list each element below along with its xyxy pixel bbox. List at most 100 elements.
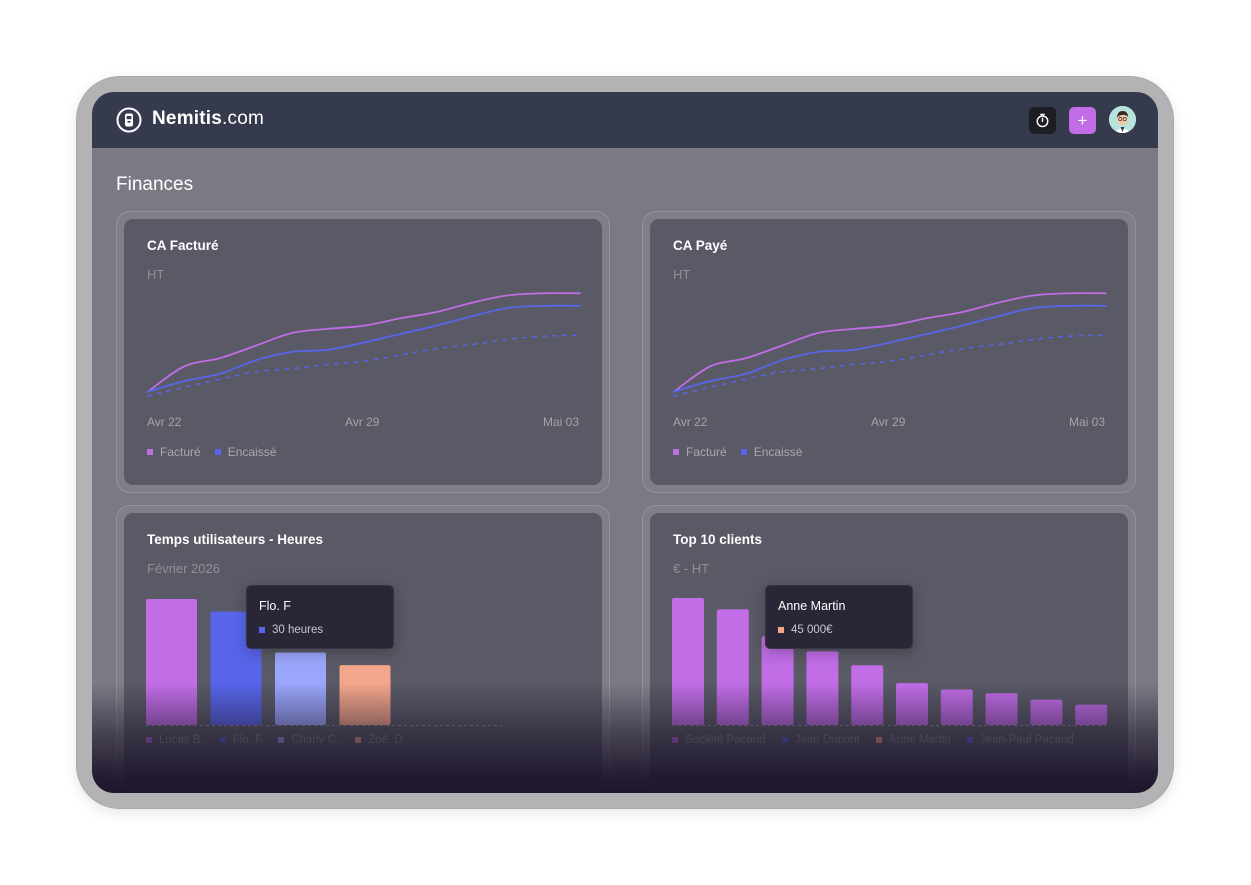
chart-legend: Lucas B. Flo. F Charly C. Zoé. D xyxy=(146,734,403,746)
legend-item-lucas[interactable]: Lucas B. xyxy=(146,734,204,746)
legend-swatch xyxy=(219,737,226,743)
legend-label: Jean Dupont xyxy=(794,734,860,746)
tooltip-value: 30 heures xyxy=(259,624,323,636)
x-tick-label: Avr 29 xyxy=(344,415,380,429)
ca-paye-line-chart[interactable] xyxy=(670,281,1110,406)
temps-card-frame: Temps utilisateurs - Heures Février 2026… xyxy=(116,505,610,793)
legend-item-jean-paul-pacaud[interactable]: Jean-Paul Pacaud xyxy=(966,734,1074,746)
brand-light: .com xyxy=(222,108,265,129)
bar[interactable] xyxy=(275,652,326,725)
bar[interactable] xyxy=(1030,699,1063,725)
chart-tooltip: Flo. F 30 heures xyxy=(246,585,394,649)
ca-paye-card-frame: CA Payé HT Avr 22 Avr 29 Mai 03 Facturé … xyxy=(642,211,1136,493)
bar[interactable] xyxy=(339,665,391,725)
bar[interactable] xyxy=(716,609,749,725)
card-title: Temps utilisateurs - Heures xyxy=(147,532,324,547)
card-title: CA Facturé xyxy=(147,238,219,253)
series-line-1[interactable] xyxy=(673,292,1107,393)
legend-item-encaisse[interactable]: Encaissé xyxy=(740,445,802,459)
chart-legend: Facturé Encaissé xyxy=(673,445,802,459)
avatar-illustration xyxy=(1109,106,1136,133)
user-avatar[interactable] xyxy=(1109,106,1136,133)
series-line-2[interactable] xyxy=(147,304,581,393)
legend-item-facture[interactable]: Facturé xyxy=(673,445,727,459)
tooltip-swatch xyxy=(259,627,265,633)
legend-swatch xyxy=(875,737,882,743)
robot-logo-icon[interactable] xyxy=(116,107,142,133)
card-subtitle: HT xyxy=(673,267,691,282)
legend-item-anne-martin[interactable]: Anne Martin xyxy=(875,734,951,746)
legend-swatch xyxy=(781,737,788,743)
bar[interactable] xyxy=(985,693,1018,725)
tooltip-value-text: 45 000€ xyxy=(791,624,833,636)
legend-label: Jean-Paul Pacaud xyxy=(979,734,1074,746)
bar[interactable] xyxy=(1075,704,1108,725)
bar[interactable] xyxy=(896,683,928,725)
x-axis-labels: Avr 22 Avr 29 Mai 03 xyxy=(147,415,579,429)
legend-label: Zoé. D xyxy=(368,734,403,746)
legend-swatch xyxy=(214,449,221,455)
temps-card: Temps utilisateurs - Heures Février 2026… xyxy=(124,513,602,793)
tooltip-title: Flo. F xyxy=(259,599,291,613)
trend-line[interactable] xyxy=(147,334,581,397)
legend-item-encaisse[interactable]: Encaissé xyxy=(214,445,277,459)
legend-item-facture[interactable]: Facturé xyxy=(147,445,201,459)
bar[interactable] xyxy=(761,636,794,725)
ca-facture-card: CA Facturé HT Avr 22 Avr 29 Mai 03 Factu… xyxy=(124,219,602,485)
series-line-1[interactable] xyxy=(147,292,581,393)
timer-button[interactable] xyxy=(1029,107,1056,134)
legend-item-zoe[interactable]: Zoé. D xyxy=(355,734,403,746)
legend-swatch xyxy=(672,737,678,743)
x-tick-label: Mai 03 xyxy=(542,415,579,429)
chart-legend: Société Pacaud Jean Dupont Anne Martin J… xyxy=(672,734,1074,746)
x-tick-label: Avr 22 xyxy=(673,415,708,429)
page-title: Finances xyxy=(116,174,194,195)
legend-label: Société Pacaud xyxy=(685,734,766,746)
app-screen: Nemitis.com + Finances CA Facturé xyxy=(92,92,1158,793)
x-tick-label: Avr 22 xyxy=(147,415,182,429)
brand-name[interactable]: Nemitis.com xyxy=(152,108,264,130)
legend-swatch xyxy=(147,449,153,455)
legend-item-societe-pacaud[interactable]: Société Pacaud xyxy=(672,734,766,746)
stopwatch-icon xyxy=(1036,113,1049,128)
card-subtitle: € - HT xyxy=(673,561,710,576)
trend-line[interactable] xyxy=(673,334,1107,397)
series-line-2[interactable] xyxy=(673,304,1107,393)
bar[interactable] xyxy=(806,651,839,725)
legend-item-charly[interactable]: Charly C. xyxy=(278,734,339,746)
legend-swatch xyxy=(740,449,747,455)
add-button[interactable]: + xyxy=(1069,107,1096,134)
bar[interactable] xyxy=(940,689,973,725)
brand-bold: Nemitis xyxy=(152,108,223,129)
card-subtitle: HT xyxy=(147,267,165,282)
card-title: CA Payé xyxy=(673,238,728,253)
legend-label: Lucas B. xyxy=(159,734,204,746)
chart-legend: Facturé Encaissé xyxy=(147,445,276,459)
ca-paye-card: CA Payé HT Avr 22 Avr 29 Mai 03 Facturé … xyxy=(650,219,1128,485)
legend-swatch xyxy=(146,737,152,743)
tooltip-swatch xyxy=(778,627,784,633)
bar[interactable] xyxy=(851,665,884,725)
legend-swatch xyxy=(278,737,285,743)
plus-icon: + xyxy=(1077,111,1088,130)
bar[interactable] xyxy=(672,598,704,725)
legend-label: Charly C. xyxy=(291,734,340,746)
ca-facture-card-frame: CA Facturé HT Avr 22 Avr 29 Mai 03 Factu… xyxy=(116,211,610,493)
ca-facture-line-chart[interactable] xyxy=(144,281,584,406)
legend-swatch xyxy=(355,737,362,743)
legend-swatch xyxy=(673,449,679,455)
x-tick-label: Avr 29 xyxy=(870,415,906,429)
x-axis-labels: Avr 22 Avr 29 Mai 03 xyxy=(673,415,1105,429)
bar[interactable] xyxy=(146,599,197,725)
legend-item-jean-dupont[interactable]: Jean Dupont xyxy=(781,734,860,746)
tooltip-value-text: 30 heures xyxy=(272,624,324,636)
legend-label: Encaissé xyxy=(227,445,277,459)
legend-label: Facturé xyxy=(160,445,201,459)
card-title: Top 10 clients xyxy=(673,532,763,547)
chart-tooltip: Anne Martin 45 000€ xyxy=(765,585,913,649)
card-subtitle: Février 2026 xyxy=(147,561,220,576)
tooltip-value: 45 000€ xyxy=(778,624,833,636)
legend-item-flo[interactable]: Flo. F xyxy=(219,734,263,746)
x-tick-label: Mai 03 xyxy=(1068,415,1105,429)
legend-label: Flo. F xyxy=(232,734,263,746)
